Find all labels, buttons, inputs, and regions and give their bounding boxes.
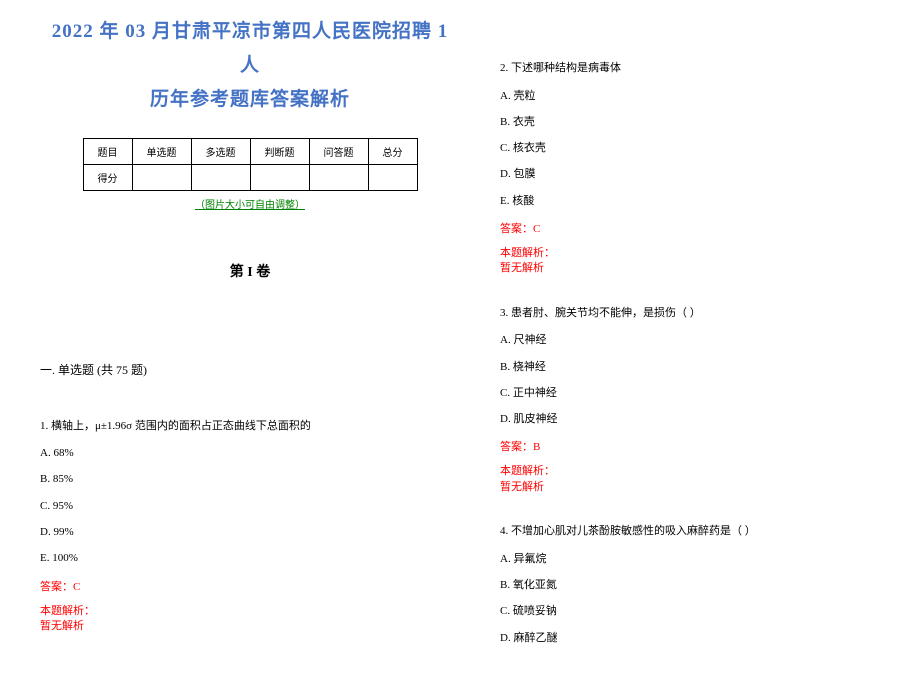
q2-analysis: 本题解析： 暂无解析 (500, 246, 880, 277)
score-cell-1 (132, 164, 191, 190)
right-column: 2. 下述哪种结构是病毒体 A. 壳粒 B. 衣壳 C. 核衣壳 D. 包膜 E… (480, 15, 880, 673)
th-1: 单选题 (132, 138, 191, 164)
q1-analysis-text: 暂无解析 (40, 620, 84, 632)
score-cell-2 (191, 164, 250, 190)
q2-opt-c: C. 核衣壳 (500, 141, 880, 155)
title-line-2: 历年参考题库答案解析 (40, 83, 460, 117)
score-table: 题目 单选题 多选题 判断题 问答题 总分 得分 (83, 138, 418, 191)
volume-title: 第 I 卷 (40, 261, 460, 281)
document-title: 2022 年 03 月甘肃平凉市第四人民医院招聘 1 人 历年参考题库答案解析 (40, 15, 460, 118)
q2-opt-b: B. 衣壳 (500, 115, 880, 129)
q1-analysis-label: 本题解析： (40, 605, 95, 617)
q2-analysis-label: 本题解析： (500, 247, 555, 259)
q2-text: 2. 下述哪种结构是病毒体 (500, 60, 880, 77)
question-4: 4. 不增加心肌对儿茶酚胺敏感性的吸入麻醉药是（ ） A. 异氟烷 B. 氧化亚… (500, 523, 880, 645)
q4-opt-b: B. 氧化亚氮 (500, 578, 880, 592)
q1-opt-d: D. 99% (40, 525, 460, 539)
th-2: 多选题 (191, 138, 250, 164)
q3-opt-a: A. 尺神经 (500, 333, 880, 347)
q3-analysis-label: 本题解析： (500, 465, 555, 477)
section-title: 一. 单选题 (共 75 题) (40, 361, 460, 378)
q1-number: 1. (40, 420, 48, 432)
q2-body: 下述哪种结构是病毒体 (511, 62, 621, 74)
table-header-row: 题目 单选题 多选题 判断题 问答题 总分 (83, 138, 417, 164)
q1-opt-e: E. 100% (40, 551, 460, 565)
q3-text: 3. 患者肘、腕关节均不能伸，是损伤（ ） (500, 305, 880, 322)
score-cell-3 (250, 164, 309, 190)
score-cell-4 (309, 164, 368, 190)
question-3: 3. 患者肘、腕关节均不能伸，是损伤（ ） A. 尺神经 B. 桡神经 C. 正… (500, 305, 880, 495)
q3-opt-b: B. 桡神经 (500, 360, 880, 374)
th-0: 题目 (83, 138, 132, 164)
q2-opt-e: E. 核酸 (500, 194, 880, 208)
q2-number: 2. (500, 62, 508, 74)
q1-opt-b: B. 85% (40, 472, 460, 486)
q1-analysis: 本题解析： 暂无解析 (40, 604, 460, 635)
q4-opt-a: A. 异氟烷 (500, 552, 880, 566)
q1-opt-a: A. 68% (40, 446, 460, 460)
q3-body: 患者肘、腕关节均不能伸，是损伤（ ） (511, 307, 701, 319)
table-score-row: 得分 (83, 164, 417, 190)
score-label: 得分 (83, 164, 132, 190)
th-5: 总分 (368, 138, 417, 164)
q1-body: 横轴上，μ±1.96σ 范围内的面积占正态曲线下总面积的 (51, 420, 311, 432)
th-3: 判断题 (250, 138, 309, 164)
question-2: 2. 下述哪种结构是病毒体 A. 壳粒 B. 衣壳 C. 核衣壳 D. 包膜 E… (500, 60, 880, 277)
th-4: 问答题 (309, 138, 368, 164)
q2-analysis-text: 暂无解析 (500, 262, 544, 274)
q2-opt-d: D. 包膜 (500, 167, 880, 181)
table-note: （图片大小可自由调整） (40, 196, 460, 211)
q4-number: 4. (500, 525, 508, 537)
q1-text: 1. 横轴上，μ±1.96σ 范围内的面积占正态曲线下总面积的 (40, 418, 460, 435)
q3-number: 3. (500, 307, 508, 319)
q1-opt-c: C. 95% (40, 499, 460, 513)
q2-opt-a: A. 壳粒 (500, 89, 880, 103)
q2-answer: 答案：C (500, 220, 880, 236)
q1-answer: 答案：C (40, 578, 460, 594)
q3-opt-d: D. 肌皮神经 (500, 412, 880, 426)
q4-body: 不增加心肌对儿茶酚胺敏感性的吸入麻醉药是（ ） (511, 525, 756, 537)
score-cell-5 (368, 164, 417, 190)
q4-text: 4. 不增加心肌对儿茶酚胺敏感性的吸入麻醉药是（ ） (500, 523, 880, 540)
q4-opt-c: C. 硫喷妥钠 (500, 604, 880, 618)
q4-opt-d: D. 麻醉乙醚 (500, 631, 880, 645)
question-1: 1. 横轴上，μ±1.96σ 范围内的面积占正态曲线下总面积的 A. 68% B… (40, 418, 460, 635)
left-column: 2022 年 03 月甘肃平凉市第四人民医院招聘 1 人 历年参考题库答案解析 … (40, 15, 480, 673)
q3-opt-c: C. 正中神经 (500, 386, 880, 400)
q3-answer: 答案：B (500, 438, 880, 454)
q3-analysis: 本题解析： 暂无解析 (500, 464, 880, 495)
title-line-1: 2022 年 03 月甘肃平凉市第四人民医院招聘 1 人 (40, 15, 460, 83)
q3-analysis-text: 暂无解析 (500, 481, 544, 493)
